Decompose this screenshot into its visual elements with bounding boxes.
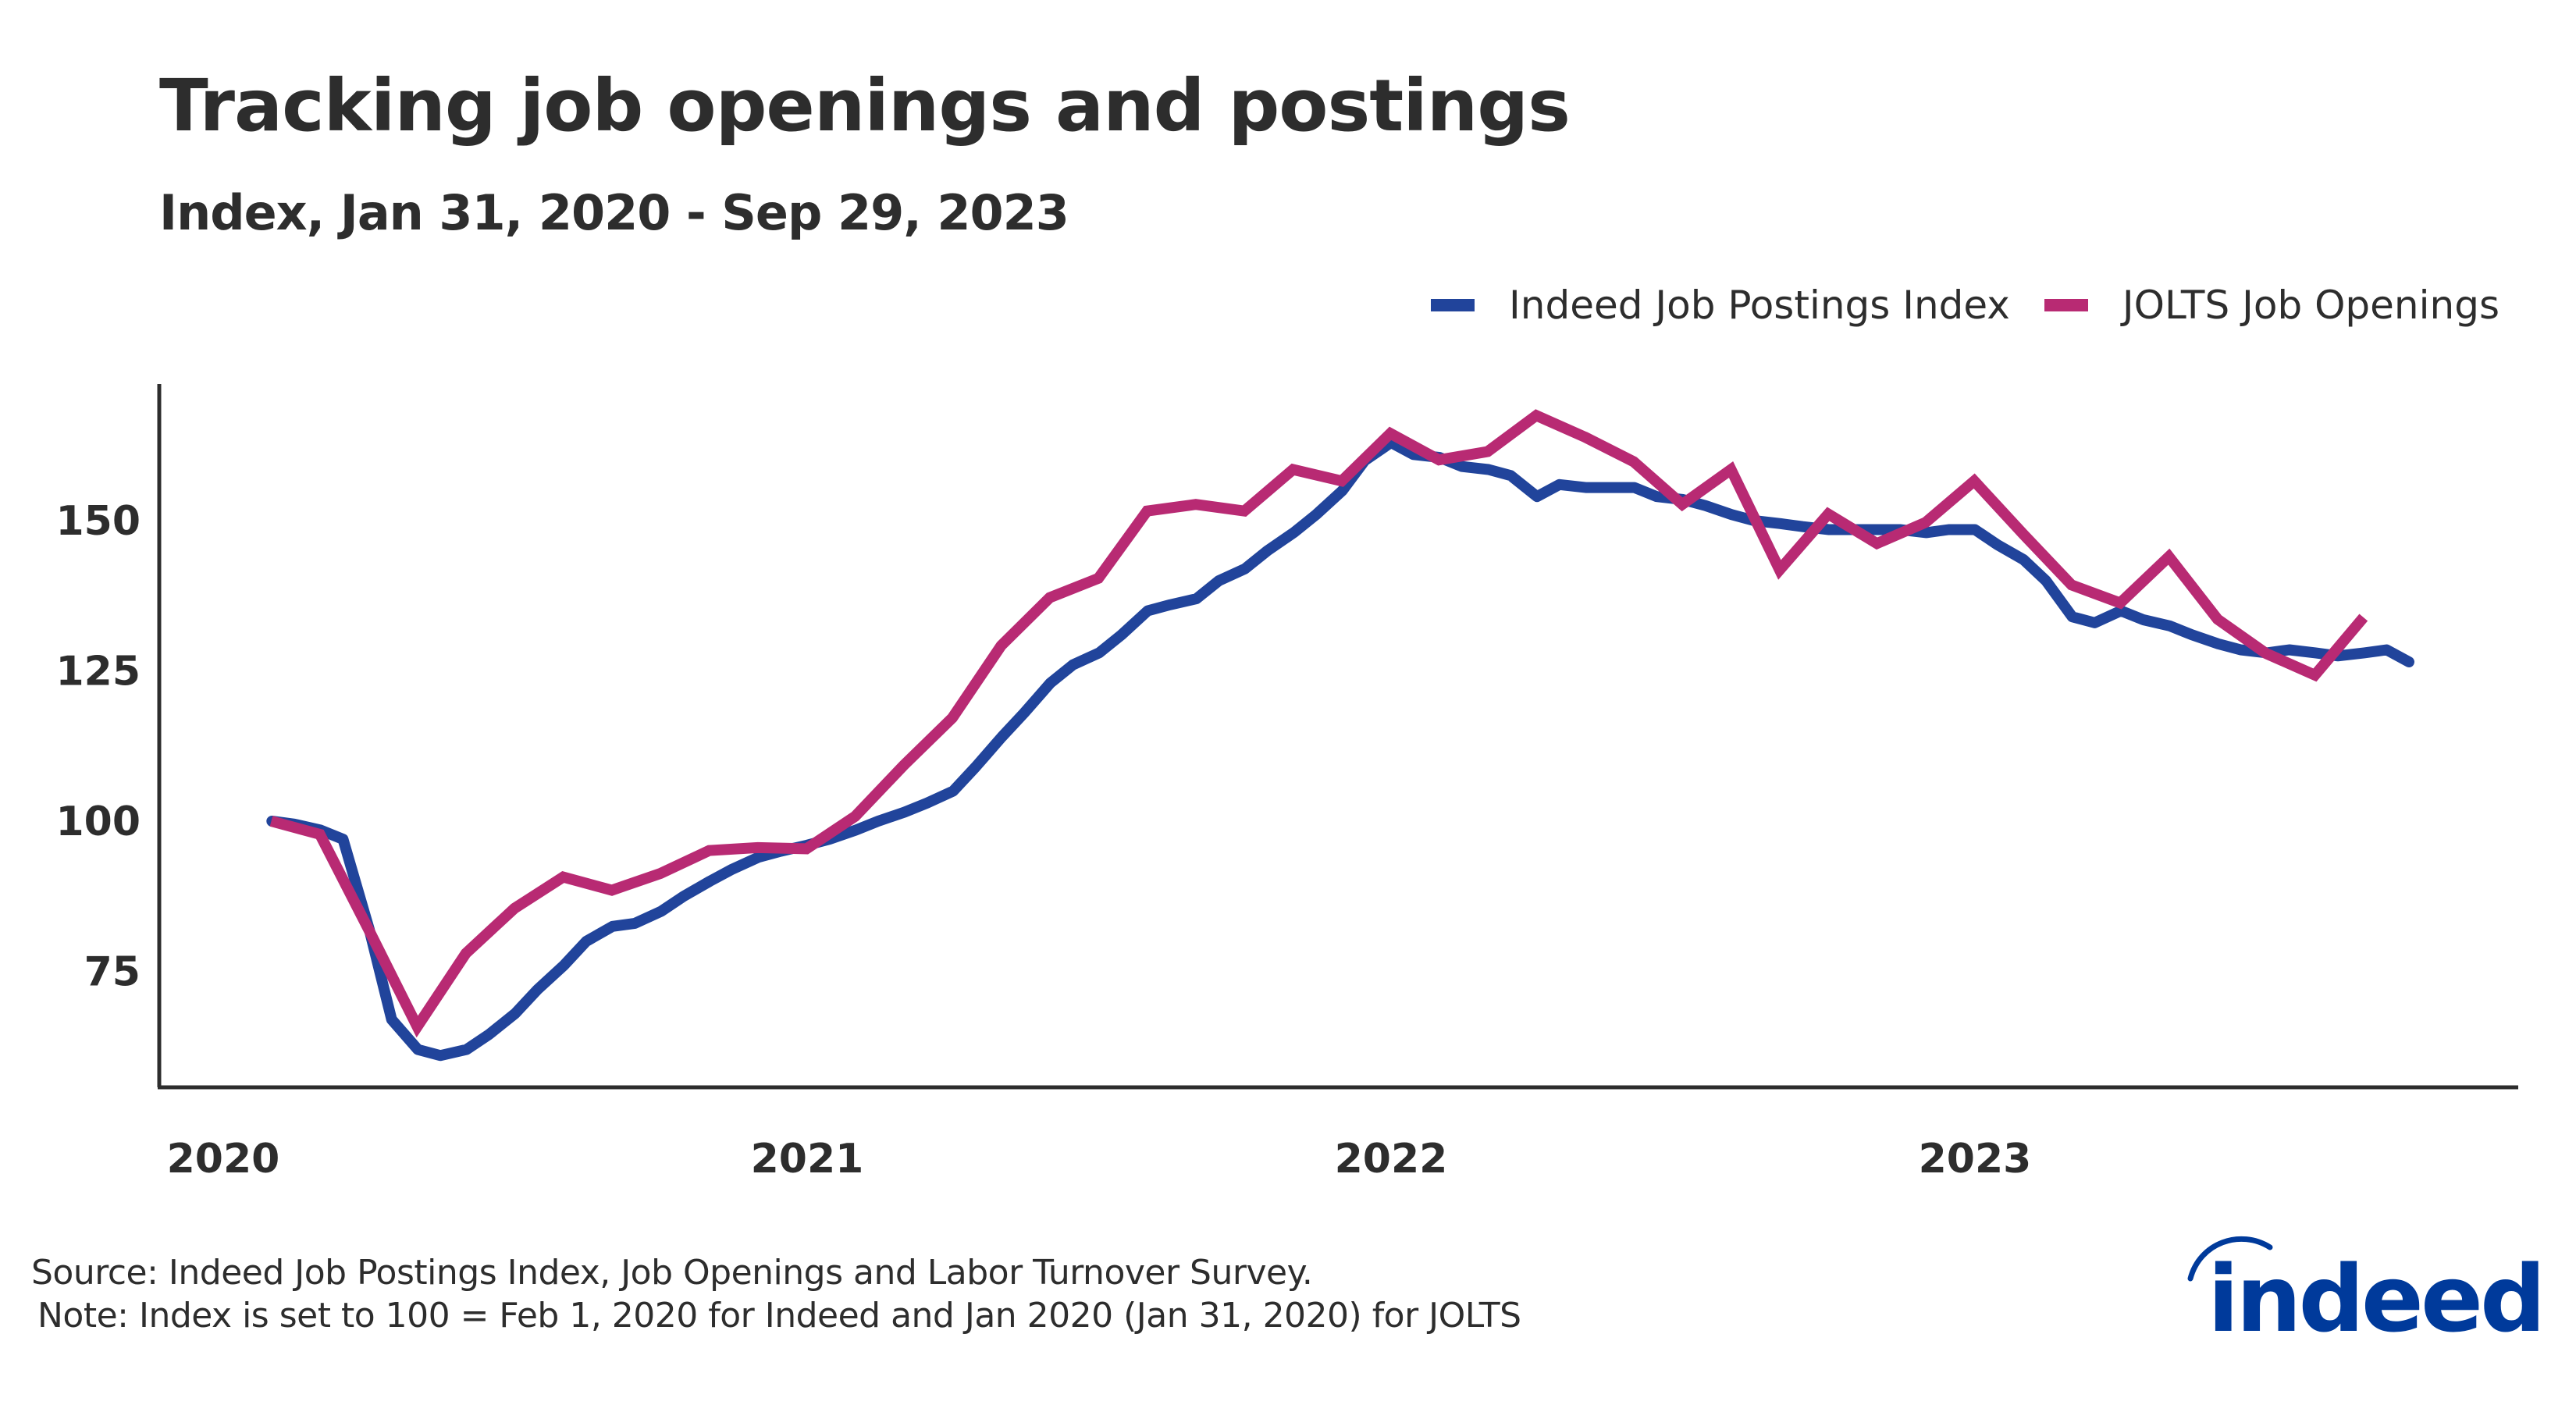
footnote: Note: Index is set to 100 = Feb 1, 2020 … xyxy=(37,1296,1521,1336)
legend-swatch-icon xyxy=(2044,299,2088,311)
x-tick-label: 2020 xyxy=(167,1136,280,1183)
y-tick-label: 75 xyxy=(84,949,141,996)
source-note: Source: Indeed Job Postings Index, Job O… xyxy=(31,1253,1313,1293)
x-tick-label: 2021 xyxy=(751,1136,864,1183)
x-tick-label: 2023 xyxy=(1919,1136,2032,1183)
series-line-jolts xyxy=(269,409,2368,1038)
chart-subtitle: Index, Jan 31, 2020 - Sep 29, 2023 xyxy=(159,184,1069,241)
y-tick-label: 125 xyxy=(55,649,141,695)
svg-text:indeed: indeed xyxy=(2208,1245,2542,1343)
legend-label: JOLTS Job Openings xyxy=(2122,283,2500,328)
y-tick-labels: 150 125 100 75 xyxy=(55,498,141,996)
legend-item-indeed: Indeed Job Postings Index xyxy=(1431,283,2010,328)
legend-swatch-icon xyxy=(1431,299,1475,311)
y-tick-label: 150 xyxy=(55,498,141,545)
x-tick-label: 2022 xyxy=(1335,1136,1448,1183)
chart-title: Tracking job openings and postings xyxy=(159,64,1571,148)
indeed-logo-icon: indeed xyxy=(2187,1236,2545,1343)
series-line-indeed xyxy=(266,436,2414,1062)
x-tick-labels: 2020 2021 2022 2023 xyxy=(167,1136,2032,1183)
legend: Indeed Job Postings Index JOLTS Job Open… xyxy=(1397,283,2500,328)
legend-item-jolts: JOLTS Job Openings xyxy=(2044,283,2500,328)
legend-label: Indeed Job Postings Index xyxy=(1509,283,2010,328)
y-tick-label: 100 xyxy=(55,799,141,845)
